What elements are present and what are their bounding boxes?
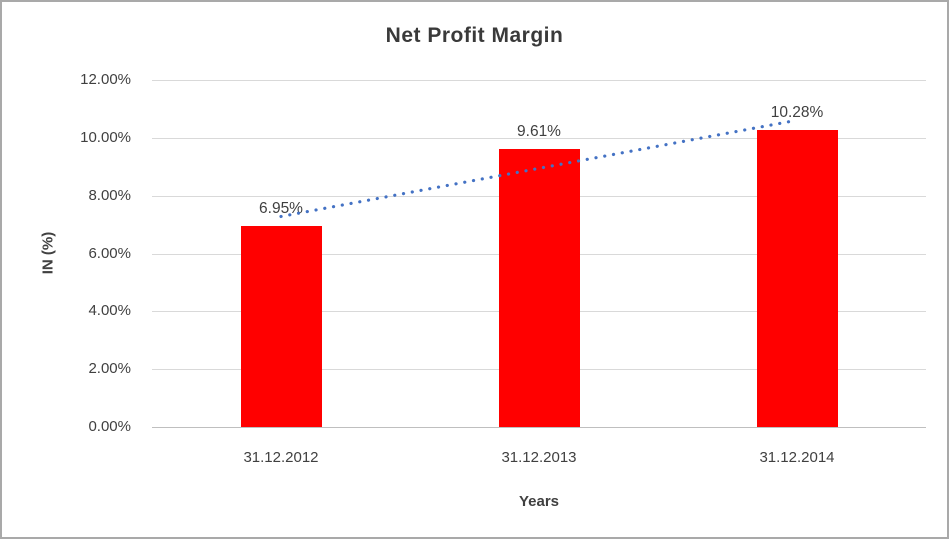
- y-tick-label: 10.00%: [80, 128, 131, 146]
- y-tick-label: 12.00%: [80, 71, 131, 88]
- x-tick-label: 31.12.2012: [243, 449, 319, 466]
- chart-title: Net Profit Margin: [385, 24, 564, 47]
- y-tick-label: 8.00%: [88, 186, 131, 204]
- y-tick-label: 6.00%: [88, 244, 131, 262]
- x-axis-line: [152, 427, 926, 428]
- y-tick-label: 0.00%: [88, 418, 131, 435]
- bar: [756, 129, 838, 427]
- x-tick-label: 31.12.2014: [759, 449, 835, 466]
- y-tick-label: 4.00%: [88, 302, 131, 320]
- data-label: 9.61%: [517, 123, 561, 141]
- gridline: [152, 80, 926, 81]
- data-label: 6.95%: [259, 200, 303, 218]
- bar: [498, 149, 580, 427]
- data-label: 10.28%: [770, 103, 824, 121]
- bar: [240, 226, 322, 427]
- x-tick-label: 31.12.2013: [501, 449, 577, 466]
- y-tick-label: 2.00%: [88, 360, 131, 378]
- x-axis-title: Years: [518, 493, 560, 510]
